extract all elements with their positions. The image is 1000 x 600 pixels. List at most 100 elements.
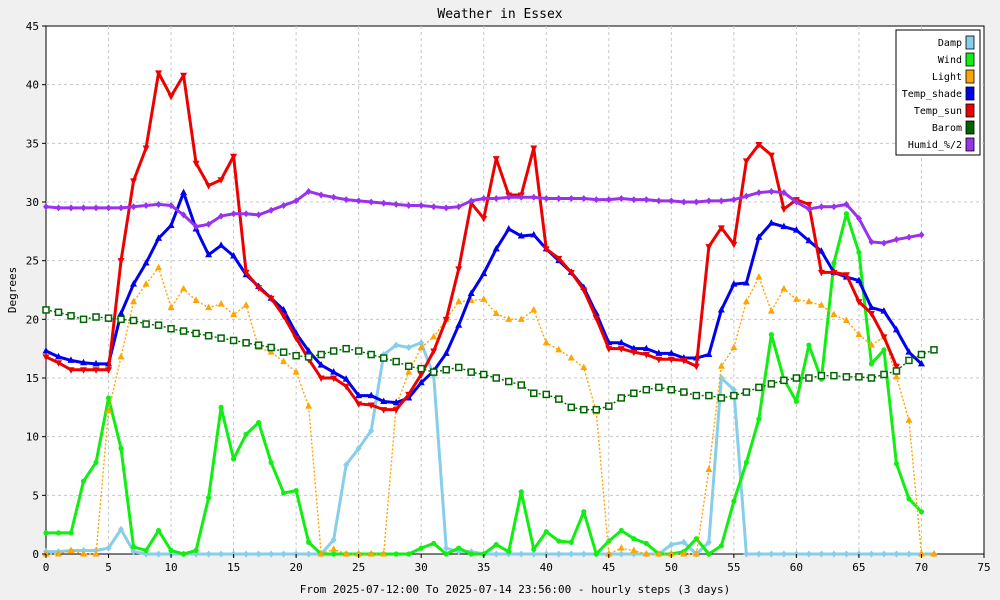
humid-2-point xyxy=(305,187,312,195)
wind-point xyxy=(543,529,549,535)
barom-point xyxy=(317,350,325,359)
temp-shade-point xyxy=(730,280,738,287)
temp-sun-point xyxy=(130,178,138,185)
damp-point xyxy=(418,339,425,347)
temp-sun-point xyxy=(580,287,588,294)
light-point xyxy=(917,550,925,557)
light-point xyxy=(142,280,150,287)
wind-point xyxy=(443,551,449,557)
temp-shade-point xyxy=(55,352,63,360)
legend-item: Wind xyxy=(938,52,975,67)
light-point xyxy=(642,550,650,557)
legend-label: Temp_shade xyxy=(902,89,962,100)
barom-point xyxy=(817,371,826,380)
x-tick-label: 10 xyxy=(164,561,177,574)
temp-sun-point xyxy=(617,346,625,353)
wind-point xyxy=(731,498,737,504)
temp-sun-point xyxy=(642,352,650,359)
humid-2-point xyxy=(230,210,237,218)
y-axis-label: Degrees xyxy=(6,267,19,313)
temp-shade-point xyxy=(867,303,875,311)
temp-shade-point xyxy=(917,359,925,367)
temp-sun-point xyxy=(605,346,613,353)
wind-point xyxy=(918,509,925,515)
temp-shade-point xyxy=(517,232,525,239)
humid-2-point xyxy=(580,194,587,202)
wind-point xyxy=(393,551,399,557)
humid-2-point xyxy=(780,189,787,197)
humid-2-point xyxy=(443,204,450,212)
temp-sun-point xyxy=(442,316,450,324)
temp-shade-point xyxy=(755,233,763,240)
temp-shade-point xyxy=(705,350,713,358)
humid-2-point xyxy=(255,211,262,219)
wind-point xyxy=(406,551,412,557)
temp-sun-point xyxy=(330,375,338,382)
wind-point xyxy=(218,404,224,410)
humid-2-point xyxy=(893,236,900,244)
temp-sun-point xyxy=(430,348,438,356)
light-point xyxy=(117,352,125,360)
series-humid-2 xyxy=(43,187,925,247)
humid-2-point xyxy=(93,204,100,212)
temp-sun-point xyxy=(892,363,900,371)
wind-point xyxy=(306,539,312,545)
plot-area xyxy=(45,25,985,555)
light-point xyxy=(242,301,250,308)
light-point xyxy=(480,295,488,302)
damp-point xyxy=(680,538,687,546)
wind-point xyxy=(831,260,837,266)
wind-point xyxy=(718,543,724,549)
temp-shade-point xyxy=(655,349,663,356)
temp-sun-point xyxy=(355,401,363,408)
light-point xyxy=(842,316,850,324)
temp-shade-point xyxy=(792,226,800,233)
light-point xyxy=(492,309,500,316)
humid-2-point xyxy=(455,203,462,211)
x-tick-label: 5 xyxy=(105,561,112,574)
x-tick-label: 0 xyxy=(43,561,50,574)
barom-point xyxy=(705,391,713,400)
y-tick-label: 30 xyxy=(26,196,39,209)
damp-point xyxy=(405,343,412,351)
temp-shade-point xyxy=(67,356,75,363)
damp-point xyxy=(255,550,262,558)
barom-point xyxy=(517,381,526,389)
wind-point xyxy=(743,459,749,466)
damp-point xyxy=(343,461,350,469)
damp-point xyxy=(768,550,775,558)
temp-sun-point xyxy=(230,153,238,161)
temp-shade-point xyxy=(780,222,788,230)
temp-sun-point xyxy=(655,356,663,364)
light-point xyxy=(905,416,913,423)
barom-point xyxy=(467,368,475,376)
damp-point xyxy=(868,550,875,558)
damp-point xyxy=(330,536,337,544)
humid-2-point xyxy=(343,196,350,204)
humid-2-point xyxy=(418,202,425,210)
temp-sun-point xyxy=(405,391,413,399)
humid-2-point xyxy=(168,202,175,210)
barom-point xyxy=(542,390,551,399)
humid-2-point xyxy=(405,202,412,210)
barom-point xyxy=(392,357,400,366)
temp-sun-point xyxy=(142,145,150,153)
temp-sun-point xyxy=(155,70,163,77)
temp-sun-point xyxy=(530,145,538,153)
x-tick-label: 50 xyxy=(665,561,678,574)
damp-point xyxy=(118,525,125,533)
barom-point xyxy=(905,356,913,365)
wind-point xyxy=(205,495,212,501)
temp-shade-point xyxy=(417,378,425,386)
temp-shade-point xyxy=(767,219,775,226)
temp-shade-point xyxy=(492,244,500,252)
light-point xyxy=(417,343,425,350)
barom-point xyxy=(192,329,200,338)
wind-point xyxy=(281,490,287,496)
barom-point xyxy=(867,374,876,382)
y-tick-label: 35 xyxy=(26,137,39,150)
temp-shade-point xyxy=(817,247,825,254)
temp-sun-point xyxy=(55,360,63,367)
humid-2-point xyxy=(68,204,75,212)
